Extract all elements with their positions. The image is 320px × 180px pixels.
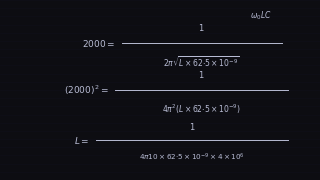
Text: $1$: $1$ — [198, 69, 205, 80]
Text: $\omega_0LC$: $\omega_0LC$ — [250, 9, 271, 21]
Text: $4\pi^2\left(L\times 62{\cdot}5\times 10^{-9}\right)$: $4\pi^2\left(L\times 62{\cdot}5\times 10… — [162, 102, 241, 116]
Text: $4\pi 10\times 62{\cdot}5\times 10^{-9}\times 4\times 10^{6}$: $4\pi 10\times 62{\cdot}5\times 10^{-9}\… — [139, 152, 245, 163]
Text: $1$: $1$ — [189, 121, 195, 132]
Text: $L = $: $L = $ — [74, 135, 90, 146]
Text: $2000 = $: $2000 = $ — [82, 38, 115, 49]
Text: $1$: $1$ — [198, 22, 205, 33]
Text: $2\pi\sqrt{L\times 62{\cdot}5\times 10^{-9}}$: $2\pi\sqrt{L\times 62{\cdot}5\times 10^{… — [163, 55, 240, 70]
Text: $(2000)^2 = $: $(2000)^2 = $ — [64, 83, 109, 97]
